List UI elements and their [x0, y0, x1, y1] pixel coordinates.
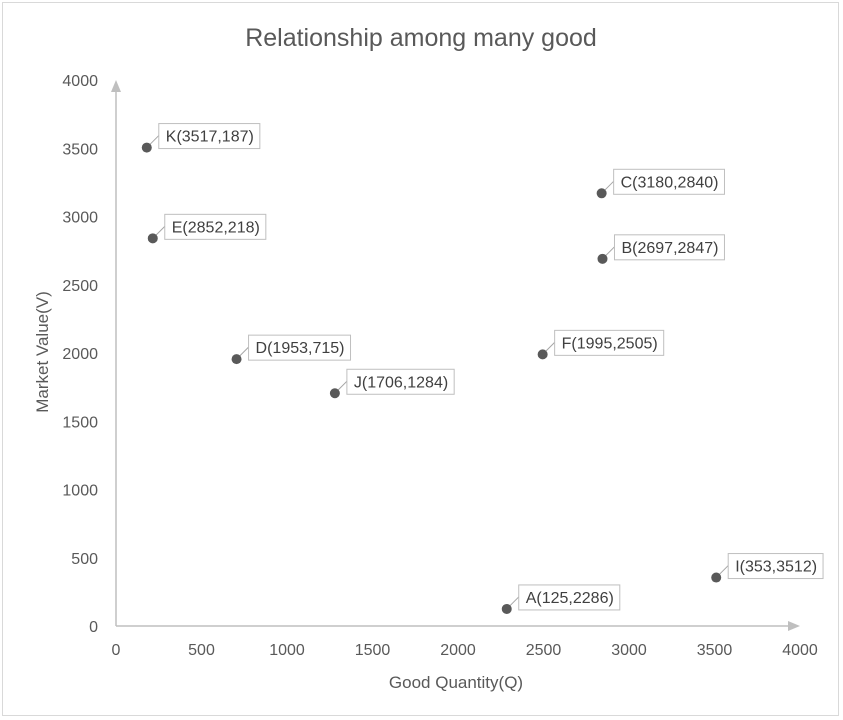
data-point-group: A(125,2286)	[501, 584, 621, 614]
y-axis-arrow	[111, 80, 121, 92]
x-tick-label: 500	[188, 642, 215, 659]
data-label: D(1953,715)	[256, 340, 345, 357]
data-label: A(125,2286)	[526, 590, 614, 607]
data-point-group: C(3180,2840)	[596, 168, 725, 199]
data-label-box	[248, 334, 352, 361]
y-tick-label: 2000	[62, 346, 98, 363]
y-tick-label: 3000	[62, 210, 98, 227]
x-tick-label: 3000	[611, 642, 647, 659]
x-tick-label: 0	[112, 642, 121, 659]
scatter-point	[597, 253, 608, 264]
data-label-box	[554, 329, 665, 356]
data-label-box	[164, 213, 267, 240]
scatter-point	[501, 603, 512, 614]
y-tick-label: 1500	[62, 414, 98, 431]
axes	[111, 80, 800, 631]
data-point-group: B(2697,2847)	[597, 234, 725, 264]
scatter-point	[596, 188, 607, 199]
y-tick-label: 4000	[62, 73, 98, 90]
data-point-group: E(2852,218)	[147, 213, 267, 244]
scatter-point	[231, 354, 242, 365]
data-label: C(3180,2840)	[621, 174, 719, 191]
y-axis-title: Market Value(V)	[33, 291, 52, 413]
data-label: J(1706,1284)	[354, 374, 448, 391]
data-label: F(1995,2505)	[562, 335, 658, 352]
y-tick-label: 2500	[62, 278, 98, 295]
scatter-point	[711, 572, 722, 583]
data-point-group: D(1953,715)	[231, 334, 352, 365]
x-tick-label: 4000	[782, 642, 818, 659]
data-label: I(353,3512)	[735, 559, 817, 576]
chart-title: Relationship among many good	[245, 24, 597, 52]
data-label-box	[518, 584, 621, 611]
x-tick-label: 2500	[526, 642, 562, 659]
data-label: B(2697,2847)	[621, 240, 718, 257]
data-points: K(3517,187) E(2852,218) D(1953,715) J(1706,…	[141, 123, 824, 614]
y-tick-label: 500	[71, 551, 98, 568]
scatter-point	[141, 142, 152, 153]
x-tick-label: 3500	[697, 642, 733, 659]
tick-labels: 0 500 1000 1500 2000 2500 3000 3500 4000 0 500 1000…	[62, 73, 817, 659]
data-label-box	[613, 168, 725, 195]
scatter-point	[147, 233, 158, 244]
y-tick-label: 0	[89, 619, 98, 636]
data-label: K(3517,187)	[166, 129, 254, 146]
data-label: E(2852,218)	[172, 219, 260, 236]
y-tick-label: 1000	[62, 483, 98, 500]
data-label-box	[727, 553, 824, 580]
data-label-box	[158, 123, 261, 150]
data-label-box	[613, 234, 725, 261]
x-tick-label: 2000	[440, 642, 476, 659]
data-point-group: J(1706,1284)	[329, 368, 455, 399]
x-tick-label: 1000	[269, 642, 305, 659]
x-axis-title: Good Quantity(Q)	[389, 673, 523, 692]
data-label-box	[346, 368, 455, 395]
data-point-group: I(353,3512)	[711, 553, 824, 583]
scatter-point	[329, 388, 340, 399]
x-tick-label: 1500	[355, 642, 391, 659]
x-axis-arrow	[788, 621, 800, 631]
scatter-point	[537, 349, 548, 360]
y-tick-label: 3500	[62, 141, 98, 158]
data-point-group: F(1995,2505)	[537, 329, 665, 360]
data-point-group: K(3517,187)	[141, 123, 261, 153]
